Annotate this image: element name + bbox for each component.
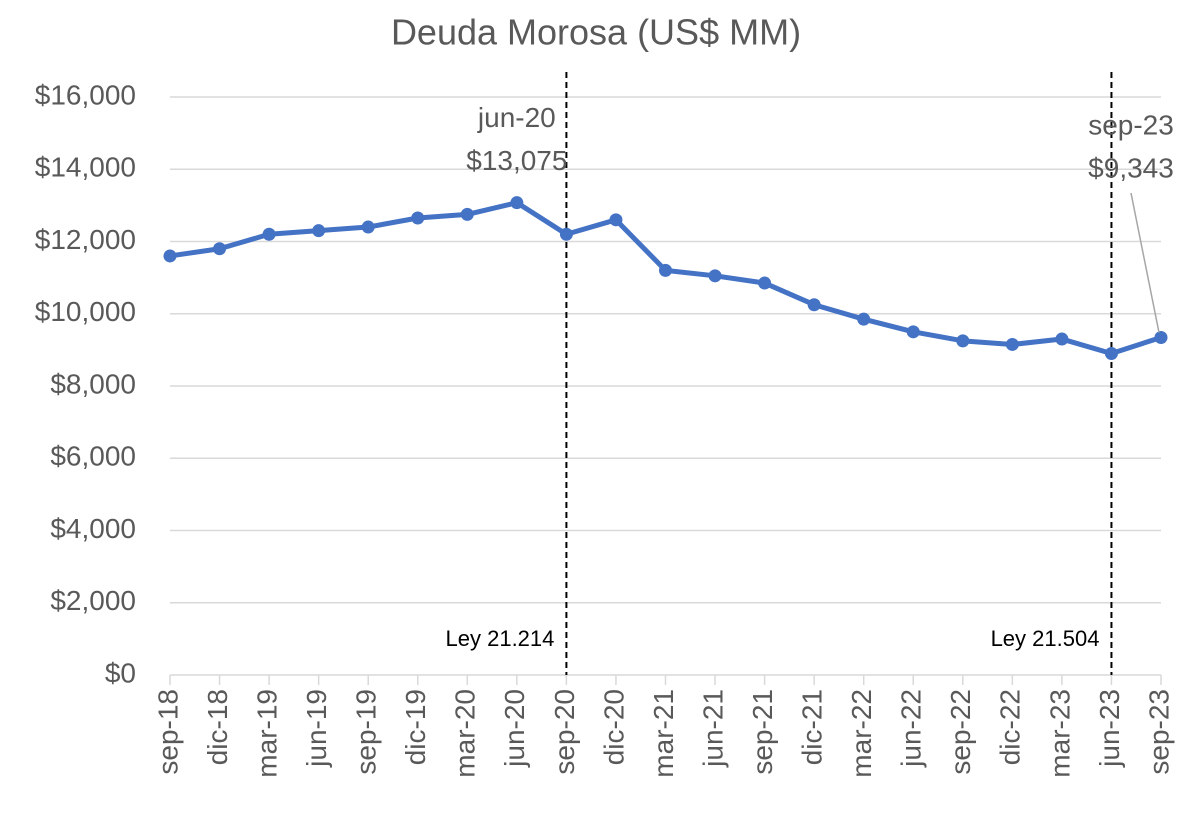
data-point xyxy=(956,334,970,348)
reference-label: Ley 21.504 xyxy=(991,626,1100,651)
data-point xyxy=(1154,330,1168,344)
y-tick-label: $16,000 xyxy=(35,79,136,110)
data-point xyxy=(807,298,821,312)
x-tick-label: mar-19 xyxy=(251,689,282,778)
x-tick-label: dic-19 xyxy=(400,689,431,765)
x-tick-label: sep-20 xyxy=(549,689,580,775)
x-tick-label: dic-20 xyxy=(598,689,629,765)
x-tick-label: mar-22 xyxy=(846,689,877,778)
data-point xyxy=(460,207,474,221)
x-tick-label: dic-21 xyxy=(797,689,828,765)
data-point xyxy=(906,325,920,339)
y-tick-label: $2,000 xyxy=(50,585,136,616)
data-label-category: jun-20 xyxy=(477,102,556,133)
y-tick-label: $0 xyxy=(105,657,136,688)
x-tick-label: jun-22 xyxy=(896,689,927,768)
x-tick-label: dic-22 xyxy=(995,689,1026,765)
x-tick-label: jun-23 xyxy=(1094,689,1125,768)
x-tick-label: sep-23 xyxy=(1143,689,1174,775)
x-tick-label: mar-23 xyxy=(1044,689,1075,778)
x-tick-label: sep-19 xyxy=(351,689,382,775)
data-point xyxy=(708,269,722,283)
x-tick-label: sep-21 xyxy=(747,689,778,775)
data-point xyxy=(262,227,276,241)
x-tick-label: jun-20 xyxy=(499,689,530,768)
x-tick-label: jun-19 xyxy=(301,689,332,768)
data-point xyxy=(559,227,573,241)
data-point xyxy=(659,263,672,277)
callout-line xyxy=(1130,192,1160,333)
x-tick-label: jun-21 xyxy=(697,689,728,768)
x-tick-label: sep-18 xyxy=(152,689,183,775)
data-point xyxy=(857,312,871,326)
data-label: $13,075 xyxy=(466,145,567,176)
y-tick-label: $10,000 xyxy=(35,296,136,327)
data-point xyxy=(411,211,425,225)
data-point xyxy=(1104,346,1118,360)
y-tick-label: $14,000 xyxy=(35,152,136,183)
reference-label: Ley 21.214 xyxy=(446,626,555,651)
data-point xyxy=(1055,332,1069,346)
x-tick-label: dic-18 xyxy=(202,689,233,765)
data-point xyxy=(213,242,227,256)
data-point xyxy=(361,220,375,234)
data-point xyxy=(510,196,524,210)
x-tick-label: mar-21 xyxy=(648,689,679,778)
data-point xyxy=(758,276,772,290)
data-label: $9,343 xyxy=(1088,152,1174,183)
y-tick-label: $12,000 xyxy=(35,224,136,255)
chart-title: Deuda Morosa (US$ MM) xyxy=(391,12,801,53)
data-point xyxy=(312,224,326,238)
x-tick-label: mar-20 xyxy=(450,689,481,778)
x-tick-label: sep-22 xyxy=(945,689,976,775)
y-tick-label: $8,000 xyxy=(50,368,136,399)
data-label-category: sep-23 xyxy=(1088,109,1174,140)
data-point xyxy=(1005,337,1019,351)
y-tick-label: $4,000 xyxy=(50,513,136,544)
data-point xyxy=(163,249,177,263)
y-tick-label: $6,000 xyxy=(50,441,136,472)
data-point xyxy=(609,213,623,227)
